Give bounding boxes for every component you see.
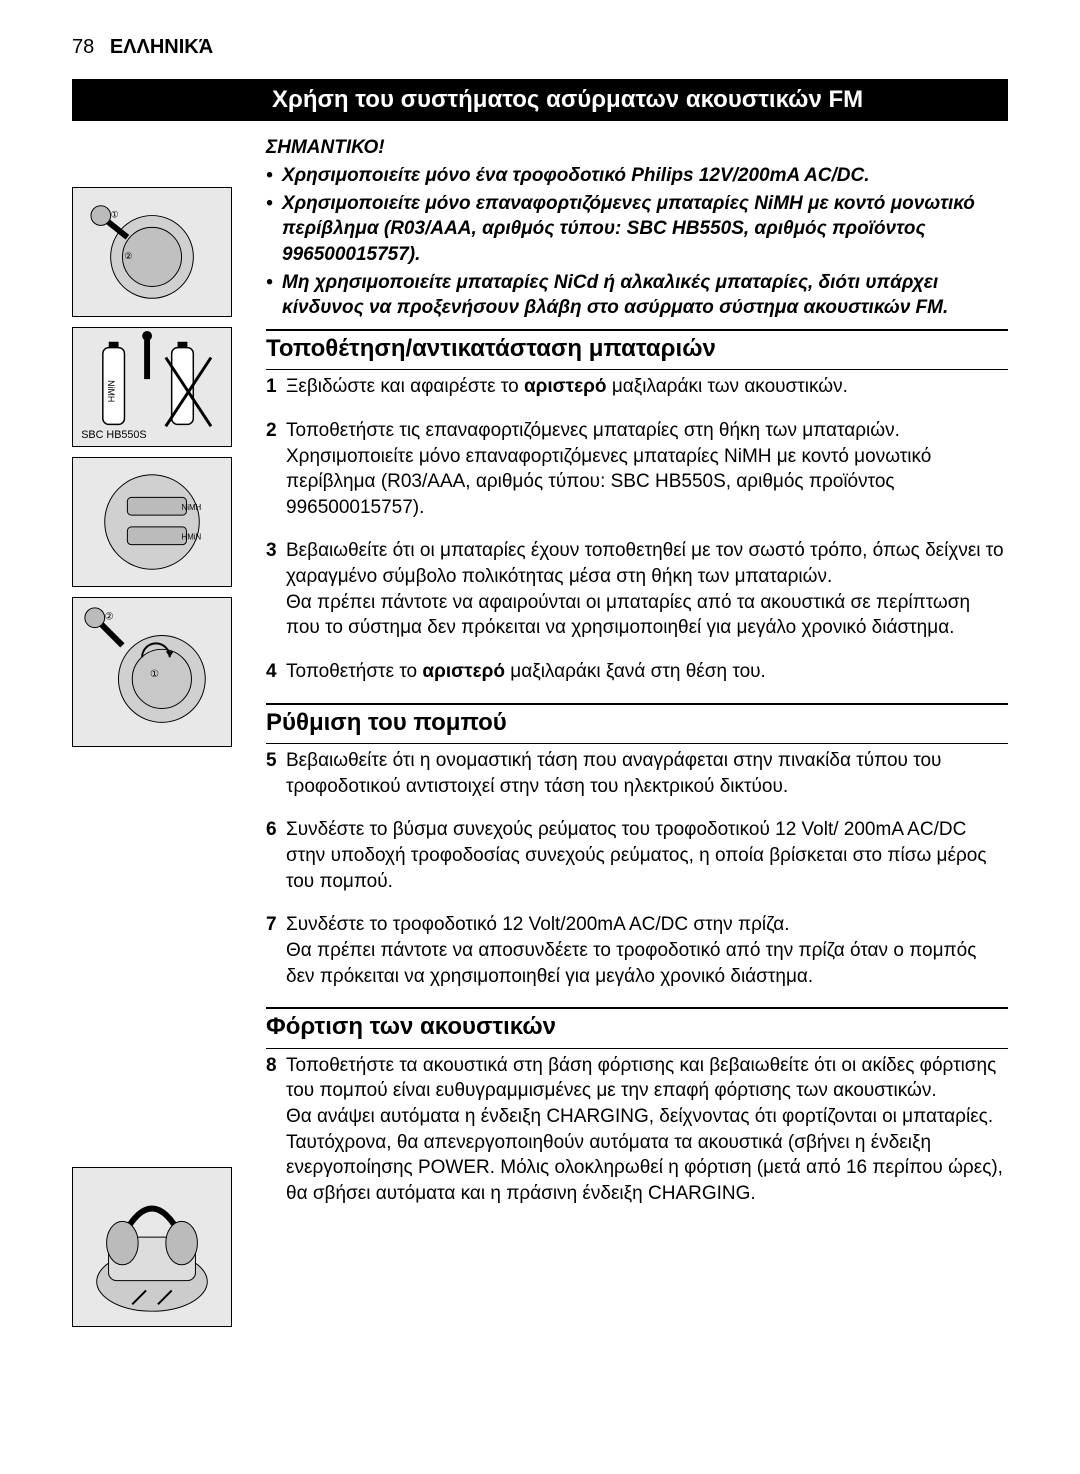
title-bar: Χρήση του συστήματος ασύρματων ακουστικώ… [72, 79, 1008, 121]
bullet-text: Μη χρησιμοποιείτε μπαταρίες NiCd ή αλκαλ… [282, 270, 1008, 321]
content-area: ① ② NiMH SBC HB550S [72, 79, 1008, 1337]
svg-text:②: ② [124, 251, 132, 261]
step-number: 1 [266, 374, 286, 400]
illustration-reassemble: ① ② [72, 597, 232, 747]
page-number: 78 [72, 36, 94, 58]
sbc-label: SBC HB550S [81, 429, 146, 441]
svg-text:NiMH: NiMH [182, 503, 202, 512]
text-column: Χρήση του συστήματος ασύρματων ακουστικώ… [266, 79, 1008, 1337]
important-bullet: • Χρησιμοποιείτε μόνο ένα τροφοδοτικό Ph… [266, 163, 1008, 189]
step-3: 3 Βεβαιωθείτε ότι οι μπαταρίες έχουν τοπ… [266, 538, 1008, 641]
illustration-batteries: NiMH SBC HB550S [72, 327, 232, 447]
step-6: 6 Συνδέστε το βύσμα συνεχούς ρεύματος το… [266, 817, 1008, 894]
important-bullet: • Μη χρησιμοποιείτε μπαταρίες NiCd ή αλκ… [266, 270, 1008, 321]
section-heading-battery: Τοποθέτηση/αντικατάσταση μπαταριών [266, 329, 1008, 370]
step-body: Τοποθετήστε το αριστερό μαξιλαράκι ξανά … [286, 659, 1008, 685]
step-4: 4 Τοποθετήστε το αριστερό μαξιλαράκι ξαν… [266, 659, 1008, 685]
bullet-text: Χρησιμοποιείτε μόνο ένα τροφοδοτικό Phil… [282, 163, 1008, 189]
important-title: ΣΗΜΑΝΤΙΚΟ! [266, 135, 1008, 161]
page-header: 78 ΕΛΛΗΝΙΚΆ [72, 36, 1008, 59]
step-5: 5 Βεβαιωθείτε ότι η ονομαστική τάση που … [266, 748, 1008, 799]
step-body: Τοποθετήστε τις επαναφορτιζόμενες μπαταρ… [286, 418, 1008, 521]
bullet-icon: • [266, 191, 282, 268]
step-number: 3 [266, 538, 286, 641]
step-number: 5 [266, 748, 286, 799]
step-text: Συνδέστε το τροφοδοτικό 12 Volt/200mA AC… [286, 912, 1008, 938]
step-text-post: μαξιλαράκι ξανά στη θέση του. [505, 661, 766, 682]
illustration-earpiece-unscrew: ① ② [72, 187, 232, 317]
step-number: 6 [266, 817, 286, 894]
step-number: 4 [266, 659, 286, 685]
page: 78 ΕΛΛΗΝΙΚΆ ① ② NiMH [0, 0, 1080, 1397]
important-block: ΣΗΜΑΝΤΙΚΟ! • Χρησιμοποιείτε μόνο ένα τρο… [266, 135, 1008, 320]
bullet-text: Χρησιμοποιείτε μόνο επαναφορτιζόμενες μπ… [282, 191, 1008, 268]
svg-text:HMiN: HMiN [182, 533, 202, 542]
important-bullet: • Χρησιμοποιείτε μόνο επαναφορτιζόμενες … [266, 191, 1008, 268]
section-heading-transmitter: Ρύθμιση του πομπού [266, 703, 1008, 744]
step-text: Τοποθετήστε τις επαναφορτιζόμενες μπαταρ… [286, 418, 1008, 444]
illustration-charging-base [72, 1167, 232, 1327]
step-number: 2 [266, 418, 286, 521]
bullet-icon: • [266, 270, 282, 321]
step-8: 8 Τοποθετήστε τα ακουστικά στη βάση φόρτ… [266, 1053, 1008, 1207]
step-body: Βεβαιωθείτε ότι οι μπαταρίες έχουν τοποθ… [286, 538, 1008, 641]
step-text: Θα ανάψει αυτόματα η ένδειξη CHARGING, δ… [286, 1104, 1008, 1207]
step-text: Θα πρέπει πάντοτε να αποσυνδέετε το τροφ… [286, 938, 1008, 989]
step-body: Ξεβιδώστε και αφαιρέστε το αριστερό μαξι… [286, 374, 1008, 400]
section-heading-charging: Φόρτιση των ακουστικών [266, 1007, 1008, 1048]
step-text-bold: αριστερό [422, 661, 505, 682]
step-1: 1 Ξεβιδώστε και αφαιρέστε το αριστερό μα… [266, 374, 1008, 400]
step-body: Βεβαιωθείτε ότι η ονομαστική τάση που αν… [286, 748, 1008, 799]
step-text-pre: Τοποθετήστε το [286, 661, 422, 682]
bullet-icon: • [266, 163, 282, 189]
illustration-polarity: NiMH HMiN [72, 457, 232, 587]
step-text-pre: Ξεβιδώστε και αφαιρέστε το [286, 376, 524, 397]
step-text-bold: αριστερό [524, 376, 607, 397]
svg-text:①: ① [150, 669, 159, 680]
step-text-post: μαξιλαράκι των ακουστικών. [607, 376, 848, 397]
step-body: Τοποθετήστε τα ακουστικά στη βάση φόρτισ… [286, 1053, 1008, 1207]
language-label: ΕΛΛΗΝΙΚΆ [110, 36, 213, 58]
step-7: 7 Συνδέστε το τροφοδοτικό 12 Volt/200mA … [266, 912, 1008, 989]
svg-text:②: ② [105, 612, 114, 623]
step-text: Θα πρέπει πάντοτε να αφαιρούνται οι μπατ… [286, 590, 1008, 641]
step-text: Τοποθετήστε τα ακουστικά στη βάση φόρτισ… [286, 1053, 1008, 1104]
svg-text:①: ① [111, 210, 119, 220]
svg-text:NiMH: NiMH [106, 380, 116, 402]
step-body: Συνδέστε το τροφοδοτικό 12 Volt/200mA AC… [286, 912, 1008, 989]
step-2: 2 Τοποθετήστε τις επαναφορτιζόμενες μπατ… [266, 418, 1008, 521]
step-number: 8 [266, 1053, 286, 1207]
step-number: 7 [266, 912, 286, 989]
step-body: Συνδέστε το βύσμα συνεχούς ρεύματος του … [286, 817, 1008, 894]
step-text: Χρησιμοποιείτε μόνο επαναφορτιζόμενες μπ… [286, 444, 1008, 521]
illustrations-column: ① ② NiMH SBC HB550S [72, 79, 242, 1337]
step-text: Βεβαιωθείτε ότι οι μπαταρίες έχουν τοποθ… [286, 538, 1008, 589]
